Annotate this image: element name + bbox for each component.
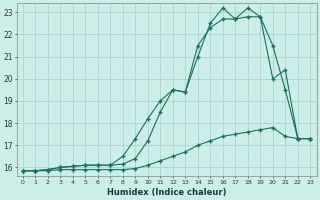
X-axis label: Humidex (Indice chaleur): Humidex (Indice chaleur) — [107, 188, 226, 197]
